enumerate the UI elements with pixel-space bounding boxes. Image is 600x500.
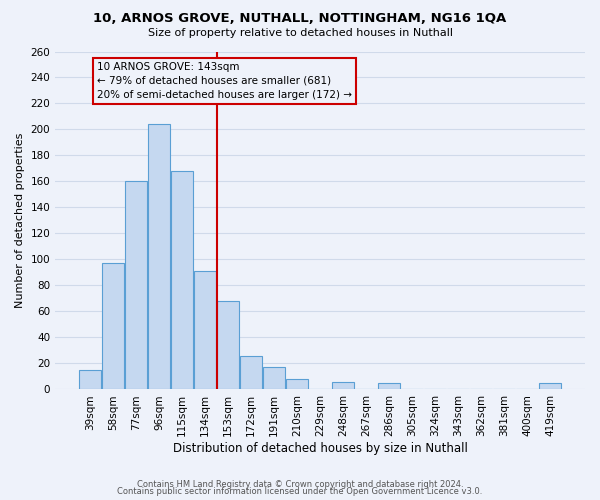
Bar (378, 383, 400, 390)
Bar (102, 264, 124, 390)
Bar (332, 382, 354, 390)
Text: 10 ARNOS GROVE: 143sqm
← 79% of detached houses are smaller (681)
20% of semi-de: 10 ARNOS GROVE: 143sqm ← 79% of detached… (97, 62, 352, 100)
Bar (240, 356, 262, 390)
Text: 10, ARNOS GROVE, NUTHALL, NOTTINGHAM, NG16 1QA: 10, ARNOS GROVE, NUTHALL, NOTTINGHAM, NG… (94, 12, 506, 26)
Text: Size of property relative to detached houses in Nuthall: Size of property relative to detached ho… (148, 28, 452, 38)
Y-axis label: Number of detached properties: Number of detached properties (15, 133, 25, 308)
Bar (539, 383, 561, 390)
Bar (263, 368, 285, 390)
Bar (79, 370, 101, 390)
Text: Contains public sector information licensed under the Open Government Licence v3: Contains public sector information licen… (118, 487, 482, 496)
Bar (171, 171, 193, 390)
Bar (148, 124, 170, 390)
Bar (125, 182, 147, 390)
Bar (217, 301, 239, 390)
X-axis label: Distribution of detached houses by size in Nuthall: Distribution of detached houses by size … (173, 442, 467, 455)
Text: Contains HM Land Registry data © Crown copyright and database right 2024.: Contains HM Land Registry data © Crown c… (137, 480, 463, 489)
Bar (194, 271, 216, 390)
Bar (286, 379, 308, 390)
